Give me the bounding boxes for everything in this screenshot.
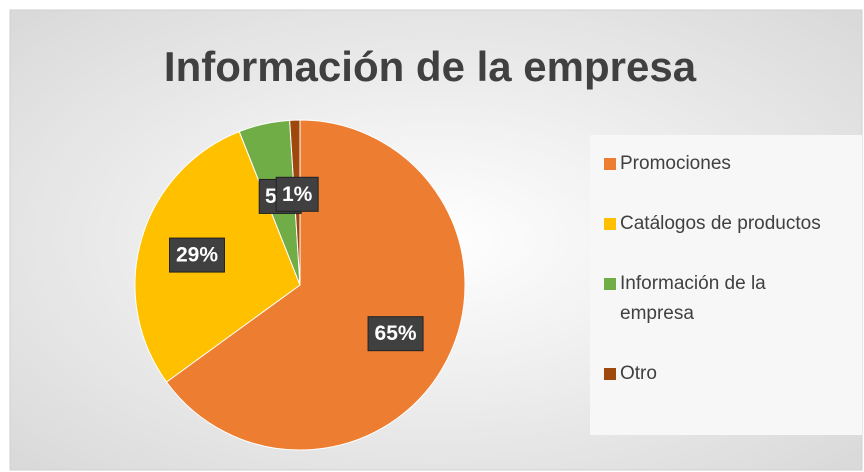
data-label-box: [367, 316, 424, 352]
pie: [134, 119, 466, 451]
legend-label: Promociones: [620, 153, 731, 174]
legend-swatch: [604, 368, 616, 380]
legend-label: Información de la empresa: [620, 273, 766, 324]
legend-swatch: [604, 218, 616, 230]
data-label-box: [169, 237, 226, 273]
data-label-text: 29%: [176, 244, 218, 267]
data-label-text: 65%: [375, 322, 417, 345]
legend-entry: Catálogos de productos: [604, 209, 850, 239]
legend-label: Otro: [620, 363, 657, 384]
legend-swatch: [604, 278, 616, 290]
legend-entry: Promociones: [604, 149, 850, 179]
legend-entry: Información de la empresa: [604, 269, 850, 329]
data-label-text: 1%: [282, 183, 313, 206]
data-labels: 65%29%5%1%: [169, 176, 424, 352]
data-label-box: [275, 176, 319, 212]
chart-title: Información de la empresa: [164, 43, 697, 90]
legend-swatch: [604, 158, 616, 170]
legend-label: Catálogos de productos: [620, 213, 821, 234]
data-label: 1%: [275, 176, 319, 212]
pie-slice: [165, 119, 466, 451]
legend: Promociones Catálogos de productos Informa…: [590, 135, 862, 435]
data-label: 29%: [169, 237, 226, 273]
data-label: 65%: [367, 316, 424, 352]
legend-entry: Otro: [604, 359, 850, 389]
